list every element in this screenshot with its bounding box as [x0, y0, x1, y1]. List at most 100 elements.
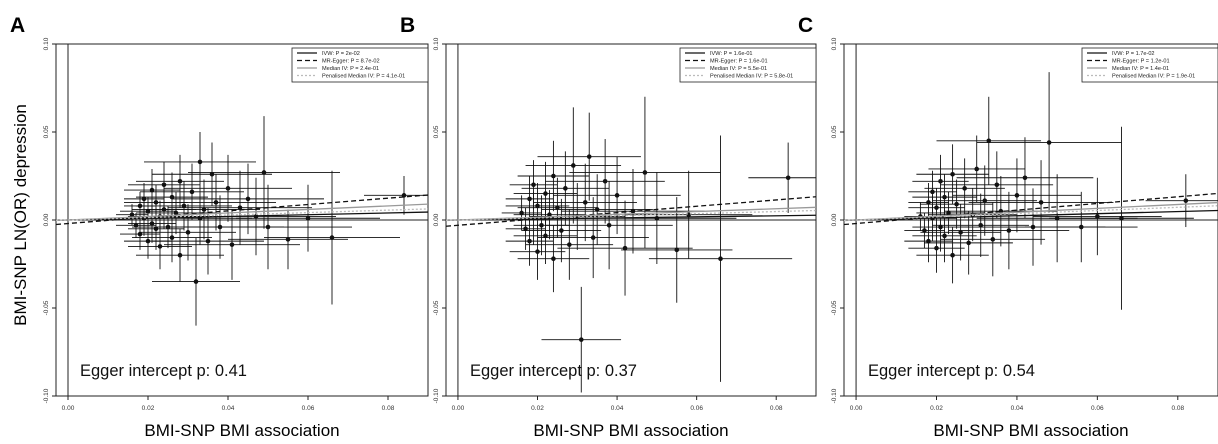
data-point [938, 224, 943, 230]
data-point [535, 203, 540, 209]
data-point [942, 194, 947, 200]
egger-intercept-annotation: Egger intercept p: 0.54 [868, 362, 1035, 380]
data-point [547, 212, 552, 218]
data-point [551, 256, 556, 262]
x-axis-label: BMI-SNP BMI association [533, 421, 728, 440]
legend-entry: IVW: P = 2e-02 [322, 51, 360, 57]
legend-entry: IVW: P = 1.6e-01 [710, 51, 753, 57]
y-tick-label: -0.05 [43, 300, 50, 315]
data-point [1078, 224, 1084, 230]
data-point [141, 196, 147, 202]
data-point [157, 244, 163, 249]
data-point [535, 249, 540, 254]
data-point [942, 233, 947, 239]
data-point [926, 238, 931, 244]
y-tick-label: 0.05 [831, 125, 838, 138]
data-point [1006, 228, 1012, 233]
legend-entry: IVW: P = 1.7e-02 [1112, 51, 1155, 57]
data-point [229, 242, 235, 247]
data-point [205, 238, 211, 244]
data-point [922, 228, 927, 233]
x-tick-label: 0.00 [452, 405, 465, 412]
data-point [950, 252, 955, 258]
data-point [606, 222, 612, 228]
y-tick-label: -0.10 [831, 388, 838, 403]
data-point [531, 182, 536, 188]
data-point [978, 222, 984, 228]
legend-entry: Median IV: P = 1.4e-01 [1112, 66, 1169, 72]
data-point [305, 215, 311, 221]
data-point [285, 237, 291, 242]
data-point [950, 171, 955, 177]
data-point [1119, 215, 1124, 221]
panel-letter: C [798, 14, 813, 37]
x-tick-label: 0.00 [62, 405, 75, 412]
data-point [1095, 214, 1100, 219]
data-point [237, 205, 243, 210]
data-point [145, 238, 151, 244]
data-point [982, 198, 988, 203]
x-tick-label: 0.08 [382, 405, 395, 412]
data-point [245, 196, 251, 202]
data-point [1014, 193, 1020, 198]
x-tick-label: 0.02 [531, 405, 544, 412]
data-point [197, 159, 203, 165]
data-point [519, 210, 524, 216]
panel-letter: A [10, 14, 25, 37]
data-point [177, 178, 183, 184]
data-point [602, 178, 608, 184]
data-point [193, 279, 199, 284]
x-tick-label: 0.04 [1011, 405, 1024, 412]
regression-line [446, 196, 816, 227]
panel-c: C 0.00 0.02 0.04 0.06 0.08 -0.10 -0.05 0.00 0.05 0… [798, 14, 1218, 440]
egger-intercept-annotation: Egger intercept p: 0.37 [470, 362, 637, 380]
x-tick-label: 0.04 [222, 405, 235, 412]
data-point [938, 178, 943, 184]
data-point [523, 226, 528, 232]
data-point [926, 200, 931, 205]
data-point [209, 171, 215, 177]
data-layer [446, 96, 816, 393]
data-point [718, 256, 723, 262]
x-tick-label: 0.02 [142, 405, 155, 412]
data-point [622, 245, 628, 251]
legend-box [291, 47, 429, 83]
data-point [614, 193, 620, 198]
data-point [946, 210, 951, 216]
regression-line [446, 214, 816, 221]
data-point [567, 242, 572, 247]
data-point [990, 237, 996, 242]
data-point [674, 247, 680, 253]
data-point [149, 221, 155, 226]
regression-line [56, 211, 428, 221]
x-axis-label: BMI-SNP BMI association [144, 421, 339, 440]
data-point [551, 173, 556, 179]
regression-line [844, 209, 1218, 221]
data-layer [844, 72, 1218, 310]
legend-box [1081, 47, 1218, 83]
y-tick-label: -0.05 [831, 300, 838, 315]
legend-entry: MR-Egger: P = 1.6e-01 [710, 59, 768, 65]
panel-letter: B [400, 14, 415, 37]
legend-entry: Median IV: P = 2.4e-01 [322, 66, 379, 72]
data-point [213, 200, 219, 205]
data-point [590, 235, 596, 240]
y-tick-label: 0.05 [433, 125, 440, 138]
data-point [642, 170, 648, 175]
data-point [527, 196, 532, 202]
x-tick-label: 0.02 [930, 405, 943, 412]
data-point [161, 182, 167, 188]
data-point [958, 230, 963, 235]
data-layer [56, 116, 428, 326]
y-tick-label: -0.10 [433, 388, 440, 403]
y-tick-label: 0.05 [43, 125, 50, 138]
data-point [133, 222, 139, 228]
x-tick-label: 0.04 [611, 405, 624, 412]
y-tick-label: 0.00 [433, 213, 440, 226]
data-point [582, 200, 588, 205]
y-tick-label: -0.10 [43, 388, 50, 403]
data-point [559, 228, 564, 233]
data-point [994, 182, 1000, 188]
data-point [153, 226, 159, 232]
data-point [145, 208, 151, 214]
